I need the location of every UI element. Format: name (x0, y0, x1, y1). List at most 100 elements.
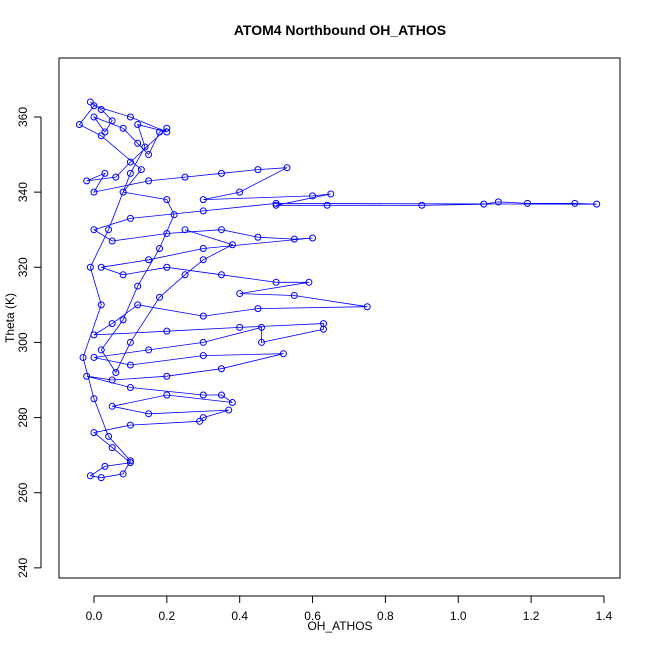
data-point (134, 121, 142, 129)
data-point (163, 229, 171, 237)
data-point (90, 226, 98, 234)
data-point (108, 117, 116, 125)
data-point (97, 263, 105, 271)
data-point (75, 121, 83, 129)
data-point (145, 410, 153, 418)
data-point (199, 414, 207, 422)
x-tick-label: 1.2 (523, 609, 540, 623)
data-point (163, 124, 171, 132)
data-point (217, 169, 225, 177)
data-point (181, 173, 189, 181)
data-point (327, 190, 335, 198)
data-point (163, 391, 171, 399)
data-point (101, 462, 109, 470)
data-point (480, 200, 488, 208)
data-point (126, 457, 134, 465)
data-point (523, 199, 531, 207)
x-tick-label: 0.6 (304, 609, 321, 623)
data-point (199, 207, 207, 215)
data-point (254, 233, 262, 241)
data-point (126, 214, 134, 222)
data-point (105, 432, 113, 440)
data-point (290, 235, 298, 243)
data-point (86, 472, 94, 480)
data-point (290, 291, 298, 299)
data-point (163, 372, 171, 380)
data-point (97, 474, 105, 482)
data-point (163, 327, 171, 335)
x-tick-label: 1.4 (596, 609, 613, 623)
data-point (83, 372, 91, 380)
data-point (126, 361, 134, 369)
plot-box (58, 57, 621, 579)
data-point (217, 271, 225, 279)
data-point (108, 320, 116, 328)
data-point (199, 338, 207, 346)
data-point (86, 263, 94, 271)
data-point (145, 256, 153, 264)
data-point (101, 128, 109, 136)
x-tick-label: 0.0 (86, 609, 103, 623)
data-point (141, 143, 149, 151)
data-point (494, 198, 502, 206)
data-point (196, 417, 204, 425)
data-point (156, 293, 164, 301)
data-point (163, 196, 171, 204)
data-point (97, 132, 105, 140)
data-point (108, 402, 116, 410)
data-point (156, 128, 164, 136)
data-point (126, 113, 134, 121)
data-point (126, 421, 134, 429)
data-point (90, 429, 98, 437)
data-point (163, 128, 171, 136)
data-point (86, 98, 94, 106)
data-point (254, 305, 262, 313)
chart-title: ATOM4 Northbound OH_ATHOS (234, 22, 446, 38)
data-point (418, 201, 426, 209)
data-point (217, 226, 225, 234)
data-point (217, 365, 225, 373)
y-axis-label: Theta (K) (3, 293, 17, 343)
data-point (134, 301, 142, 309)
data-point (309, 234, 317, 242)
data-point (101, 169, 109, 177)
data-point (199, 352, 207, 360)
data-point (90, 331, 98, 339)
data-point (97, 301, 105, 309)
data-point (309, 192, 317, 200)
data-point (126, 158, 134, 166)
data-point (108, 237, 116, 245)
y-tick-label: 280 (16, 407, 30, 427)
data-point (199, 244, 207, 252)
data-point (236, 290, 244, 298)
data-point (126, 459, 134, 467)
data-point (228, 399, 236, 407)
data-point (97, 105, 105, 113)
data-point (225, 406, 233, 414)
x-tick-label: 0.2 (158, 609, 175, 623)
data-point (119, 124, 127, 132)
data-point (323, 201, 331, 209)
data-point (79, 353, 87, 361)
data-point (134, 139, 142, 147)
data-point (163, 263, 171, 271)
data-point (571, 199, 579, 207)
data-point (97, 346, 105, 354)
data-point (145, 346, 153, 354)
data-point (126, 384, 134, 392)
y-tick-label: 260 (16, 482, 30, 502)
data-point (119, 188, 127, 196)
data-point (254, 166, 262, 174)
data-point (119, 316, 127, 324)
data-point (90, 102, 98, 110)
y-tick-label: 360 (16, 107, 30, 127)
data-point (145, 151, 153, 159)
data-point (258, 323, 266, 331)
data-point (181, 226, 189, 234)
data-point (156, 244, 164, 252)
data-point (145, 177, 153, 185)
data-point (108, 376, 116, 384)
data-point (199, 391, 207, 399)
data-point (108, 444, 116, 452)
